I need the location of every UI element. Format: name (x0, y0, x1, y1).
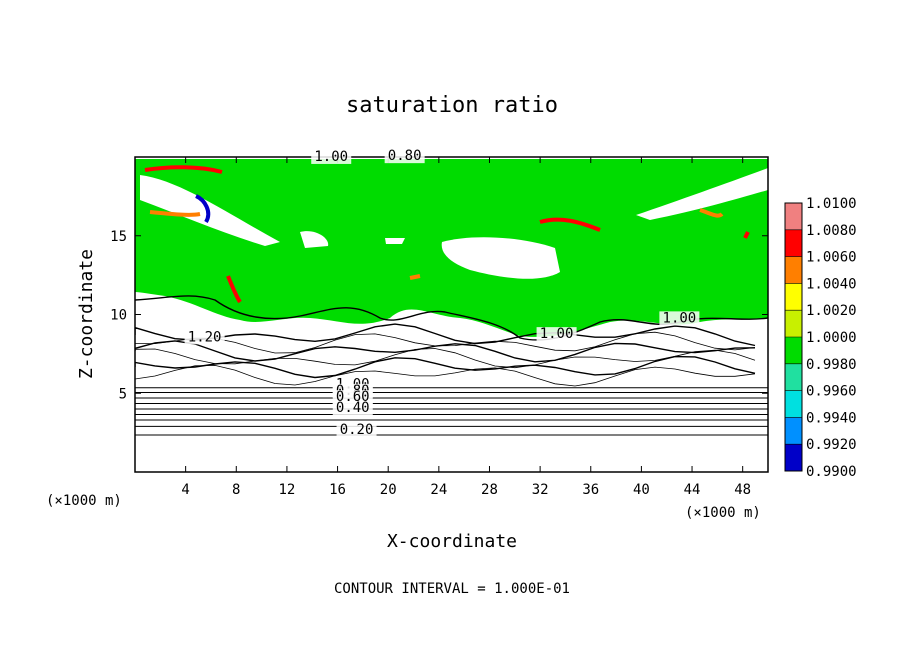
x-unit-note-right: (×1000 m) (685, 505, 761, 521)
colorbar-label: 1.0060 (806, 250, 857, 266)
x-tick-label: 20 (380, 482, 397, 498)
x-tick-label: 24 (430, 482, 447, 498)
colorbar-label: 0.9960 (806, 384, 857, 400)
contour-line (135, 348, 756, 369)
colorbar-label: 0.9980 (806, 357, 857, 373)
contour-interval-footer: CONTOUR INTERVAL = 1.000E-01 (334, 581, 570, 597)
x-tick-label: 32 (532, 482, 549, 498)
field-unsaturated-patch (140, 175, 280, 246)
colorbar-swatch (785, 417, 802, 445)
field-supersaturated-rim (409, 274, 421, 280)
colorbar-label: 1.0020 (806, 303, 857, 319)
contour-label-bg (184, 330, 225, 345)
field-unsaturated-patch (636, 168, 768, 220)
colorbar: 1.0100 1.0080 1.0060 1.0040 1.0020 1.0000 0.99… (784, 196, 857, 480)
field-unsaturated-patch (300, 231, 329, 248)
field-supersaturated-rim (743, 231, 750, 239)
contour-label-bg (311, 149, 352, 164)
x-tick-label: 12 (278, 482, 295, 498)
x-tick-label: 48 (734, 482, 751, 498)
colorbar-swatch (785, 363, 802, 391)
contour-line (135, 364, 756, 387)
colorbar-label: 1.0040 (806, 276, 857, 292)
x-unit-note-left: (×1000 m) (46, 493, 122, 509)
field-supersaturated-rim (226, 275, 242, 304)
contour-label: 0.20 (340, 422, 374, 438)
field-layer (135, 159, 768, 337)
x-tick-label: 16 (329, 482, 346, 498)
field-unsaturated-patch (441, 237, 560, 279)
colorbar-swatch (785, 337, 802, 364)
contour-label-bg (336, 423, 377, 438)
x-axis-label: X-coordinate (387, 531, 517, 552)
field-supersaturated-rim (195, 194, 211, 224)
colorbar-swatch (785, 256, 802, 284)
y-tick-label: 15 (110, 229, 127, 245)
x-ticks: 4 8 12 16 20 24 28 32 36 40 44 48 (181, 157, 751, 498)
y-tick-label: 10 (110, 308, 127, 324)
contour-layer (135, 295, 768, 436)
colorbar-swatch (785, 203, 802, 230)
contour-line (135, 331, 756, 354)
field-supersaturated-rim (144, 165, 223, 174)
colorbar-swatch (785, 444, 802, 471)
contour-line (135, 295, 768, 341)
colorbar-swatch (785, 229, 802, 257)
colorbar-label: 0.9940 (806, 410, 857, 426)
x-tick-label: 40 (633, 482, 650, 498)
contour-label: 1.20 (188, 329, 222, 345)
x-tick-label: 44 (684, 482, 701, 498)
y-ticks: 5 10 15 (110, 229, 768, 402)
contour-label-bg (332, 390, 373, 405)
contour-label: 1.00 (540, 326, 574, 342)
contour-label: 0.80 (388, 148, 422, 164)
field-supersaturated-rim (149, 210, 201, 217)
contour-label-bg (384, 149, 425, 164)
contour-line (135, 355, 756, 379)
contour-labels: 1.000.801.201.001.001.000.800.600.400.20 (184, 148, 700, 438)
contour-label-bg (536, 327, 577, 342)
colorbar-label: 0.9920 (806, 437, 857, 453)
contour-label: 1.00 (663, 310, 697, 326)
colorbar-label: 1.0100 (806, 196, 857, 212)
contour-label: 1.00 (314, 149, 348, 165)
x-tick-label: 4 (181, 482, 189, 498)
contour-line (135, 340, 756, 363)
field-supersaturated-rim (699, 208, 724, 218)
x-tick-label: 28 (481, 482, 498, 498)
contour-label: 0.60 (336, 389, 370, 405)
contour-label-bg (659, 311, 700, 326)
chart-title: saturation ratio (346, 93, 558, 118)
field-supersaturated-rim (539, 217, 601, 232)
colorbar-swatch (785, 390, 802, 418)
colorbar-swatch (785, 283, 802, 311)
colorbar-swatch (785, 310, 802, 337)
x-tick-label: 8 (232, 482, 240, 498)
colorbar-label: 0.9900 (806, 464, 857, 480)
contour-label: 0.40 (336, 400, 370, 416)
contour-label-bg (332, 401, 373, 416)
contour-line (135, 323, 756, 347)
field-unsaturated-patch (385, 238, 405, 244)
colorbar-label: 1.0080 (806, 223, 857, 239)
y-axis-label: Z-coordinate (76, 249, 97, 379)
colorbar-label: 1.0000 (806, 330, 857, 346)
y-tick-label: 5 (119, 386, 127, 402)
x-tick-label: 36 (582, 482, 599, 498)
